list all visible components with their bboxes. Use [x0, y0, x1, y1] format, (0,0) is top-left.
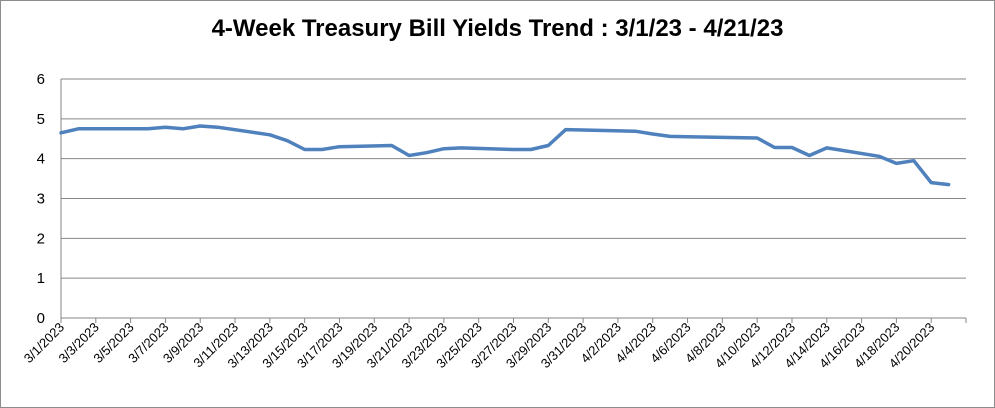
y-tick-label: 0	[37, 310, 45, 327]
y-tick-label: 3	[37, 191, 45, 208]
y-tick-label: 2	[37, 230, 45, 247]
y-tick-label: 6	[37, 71, 45, 88]
series-line-0	[59, 124, 951, 187]
y-tick-label: 4	[37, 151, 45, 168]
y-tick-label: 5	[37, 111, 45, 128]
chart-title: 4-Week Treasury Bill Yields Trend : 3/1/…	[211, 15, 784, 42]
y-tick-label: 1	[37, 270, 45, 287]
